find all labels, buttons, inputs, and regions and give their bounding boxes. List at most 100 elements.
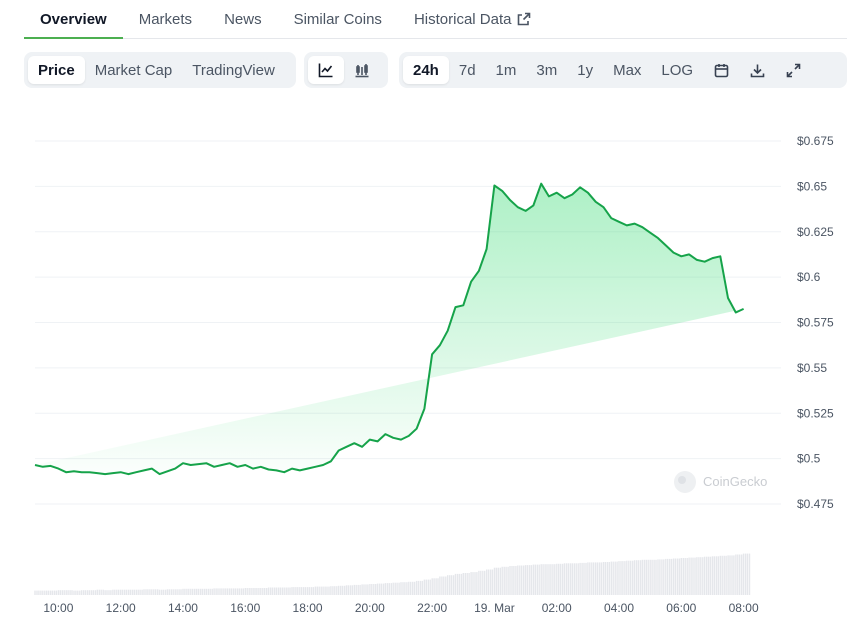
volume-bar	[637, 560, 640, 595]
download-icon[interactable]	[739, 56, 775, 84]
volume-bar	[725, 555, 727, 595]
volume-bar	[42, 590, 44, 595]
volume-bar	[81, 590, 83, 595]
volume-bar	[61, 590, 63, 595]
range-24h[interactable]: 24h	[403, 56, 449, 84]
volume-bar	[299, 587, 301, 595]
volume-bar	[657, 559, 659, 595]
volume-bar	[92, 590, 95, 595]
volume-bar	[44, 590, 46, 595]
range-1m[interactable]: 1m	[495, 61, 517, 79]
volume-bar	[567, 563, 570, 595]
volume-bar	[554, 564, 556, 595]
range-1y[interactable]: 1y	[577, 61, 594, 79]
volume-bar	[449, 575, 451, 595]
volume-bar	[439, 576, 441, 595]
price-chart[interactable]: $0.675 $0.65 $0.625 $0.6 $0.575 $0.55 $0.525 $0…	[0, 100, 847, 626]
y-tick-label: $0.475	[797, 497, 834, 511]
volume-bar	[301, 587, 303, 595]
volume-bar	[120, 589, 122, 595]
market-cap-tab[interactable]: Market Cap	[94, 61, 173, 79]
log-toggle[interactable]: LOG	[661, 61, 694, 79]
volume-bar	[454, 573, 457, 595]
volume-bar	[219, 588, 221, 595]
volume-bar	[410, 581, 412, 595]
volume-bar	[176, 589, 178, 595]
range-7d[interactable]: 7d	[458, 61, 476, 79]
line-chart-icon[interactable]	[308, 56, 344, 84]
volume-bar	[550, 564, 552, 595]
volume-bar	[598, 562, 601, 595]
volume-bar	[558, 563, 560, 595]
volume-bar	[690, 557, 692, 595]
volume-bar	[478, 570, 480, 595]
volume-bar	[674, 558, 677, 595]
volume-bar	[277, 587, 280, 595]
volume-bar	[593, 562, 595, 595]
volume-bar	[143, 589, 145, 595]
volume-bar	[450, 575, 453, 595]
volume-bar	[205, 588, 207, 595]
volume-bar	[304, 587, 307, 595]
tab-similar-coins[interactable]: Similar Coins	[278, 0, 398, 38]
volume-bar	[227, 588, 229, 595]
volume-bar	[706, 556, 708, 595]
tradingview-tab[interactable]: TradingView	[192, 61, 275, 79]
calendar-icon[interactable]	[703, 56, 739, 84]
volume-bar	[707, 556, 710, 595]
volume-bar	[577, 563, 579, 595]
volume-bar	[86, 590, 89, 595]
volume-bar	[378, 583, 381, 595]
range-group: 24h 7d 1m 3m 1y Max LOG	[399, 52, 847, 88]
volume-bar	[297, 587, 299, 595]
volume-bar	[495, 567, 498, 595]
volume-bar	[663, 559, 665, 595]
tab-similar-coins-label: Similar Coins	[293, 10, 382, 28]
volume-bar	[579, 562, 581, 595]
volume-bar	[190, 588, 192, 595]
tab-markets[interactable]: Markets	[123, 0, 208, 38]
volume-bar	[715, 556, 718, 595]
volume-bar	[336, 586, 338, 595]
volume-bar	[199, 588, 202, 595]
volume-bar	[526, 565, 529, 595]
range-max[interactable]: Max	[613, 61, 642, 79]
volume-bar	[174, 589, 176, 595]
volume-bar	[569, 563, 572, 595]
volume-bar	[375, 584, 377, 595]
price-tab[interactable]: Price	[28, 56, 85, 84]
candlestick-icon[interactable]	[344, 56, 380, 84]
volume-bar	[281, 587, 283, 595]
volume-bar	[472, 572, 474, 595]
volume-bar	[452, 575, 455, 595]
volume-bar	[561, 563, 564, 595]
x-tick-label: 20:00	[355, 601, 385, 615]
volume-bar	[565, 563, 568, 595]
volume-bar	[458, 573, 461, 595]
volume-bar	[651, 559, 653, 595]
volume-bar	[127, 589, 130, 595]
tab-historical-data[interactable]: Historical Data	[398, 0, 548, 38]
expand-icon[interactable]	[775, 56, 811, 84]
volume-bar	[694, 557, 696, 595]
volume-bar	[744, 553, 747, 595]
volume-bar	[182, 588, 184, 595]
x-tick-label: 02:00	[542, 601, 572, 615]
volume-bar	[394, 582, 396, 595]
y-tick-label: $0.5	[797, 452, 821, 466]
tab-news[interactable]: News	[208, 0, 278, 38]
volume-bar	[427, 579, 429, 595]
volume-bar	[217, 588, 219, 595]
volume-bar	[417, 580, 420, 595]
volume-bar	[279, 587, 281, 595]
volume-bar	[283, 587, 285, 595]
volume-bar	[571, 563, 573, 595]
volume-bar	[166, 589, 169, 595]
volume-bar	[234, 588, 237, 595]
range-3m[interactable]: 3m	[536, 61, 558, 79]
volume-bar	[291, 587, 293, 595]
tab-overview[interactable]: Overview	[24, 0, 123, 39]
volume-bar	[338, 585, 340, 595]
volume-bar	[711, 556, 714, 595]
volume-bar	[254, 588, 256, 595]
